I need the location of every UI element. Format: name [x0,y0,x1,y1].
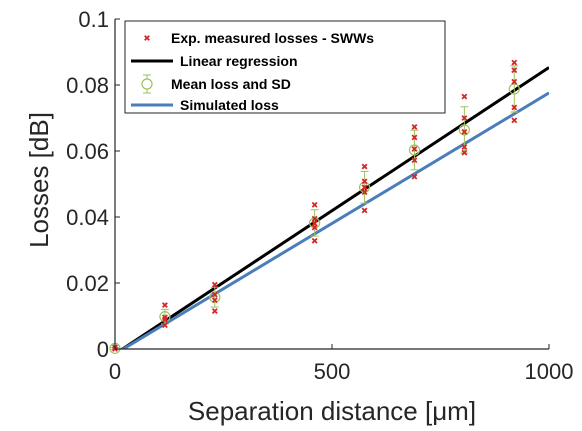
measured-loss-point [161,314,168,321]
measured-loss-point [361,163,368,170]
measured-loss-point [411,173,418,180]
measured-loss-point [461,93,468,100]
measured-loss-point [211,297,218,304]
x-tick-label: 500 [314,359,351,384]
legend-symbol [141,74,153,94]
y-axis-label: Losses [dB] [24,112,54,248]
mean-sd-point [508,65,520,113]
legend-entry: Simulated loss [131,97,279,113]
measured-loss-point [461,128,468,135]
legend-symbol [144,35,150,41]
y-tick-label: 0.04 [66,205,109,230]
x-axis-label: Separation distance [μm] [188,396,476,426]
legend-entry: Linear regression [131,53,298,69]
measured-loss-point [511,117,518,124]
legend-entry: Mean loss and SD [141,74,291,94]
linear-regression-line [119,66,549,349]
mean-marker [408,144,421,156]
axes: 0 500 1000 0 0.02 0.04 0.06 0.08 0.1 [66,7,573,384]
measured-loss-point [411,157,418,164]
legend-label: Linear regression [180,53,298,69]
mean-marker [159,311,171,323]
measured-loss-point [311,220,318,227]
measured-loss-point [211,281,218,288]
x-tick-label: 0 [109,359,121,384]
measured-loss-point [461,115,468,121]
measured-loss-point [511,104,518,111]
legend-label: Mean loss and SD [171,76,291,92]
plot-area [109,59,549,354]
measured-loss-point [411,134,418,141]
legend-box [124,20,446,114]
measured-loss-point [311,201,318,208]
measured-loss-point [411,146,418,152]
y-tick-label: 0.02 [66,271,109,296]
measured-loss-point [411,123,418,130]
measured-loss-point [161,302,168,309]
measured-loss-point [511,67,518,74]
measured-loss-point [511,78,518,85]
y-tick-label: 0.1 [78,7,109,32]
legend-label: Simulated loss [180,97,279,113]
y-tick-label: 0.08 [66,73,109,98]
measured-loss-point [311,215,318,222]
x-tick-label: 1000 [525,359,574,384]
legend: Exp. measured losses - SWWs Linear regres… [124,20,446,114]
simulated-loss-line [120,91,549,349]
mean-marker [209,291,221,303]
measured-loss-point [511,59,518,66]
measured-loss-point [361,189,368,196]
legend-entry: Exp. measured losses - SWWs [144,30,374,46]
measured-loss-point [361,178,368,185]
measured-loss-point [461,144,468,150]
measured-loss-point [361,184,368,191]
measured-loss-point [311,237,318,244]
measured-loss-point [361,207,368,214]
y-tick-label: 0 [97,337,109,362]
measured-loss-point [211,291,218,298]
mean-marker [458,124,470,136]
legend-label: Exp. measured losses - SWWs [171,30,374,46]
mean-marker [508,83,520,95]
measured-loss-point [161,322,168,329]
y-tick-label: 0.06 [66,139,109,164]
measured-loss-point [211,308,218,314]
measured-loss-point [461,149,468,156]
mean-sd-point [209,286,221,308]
